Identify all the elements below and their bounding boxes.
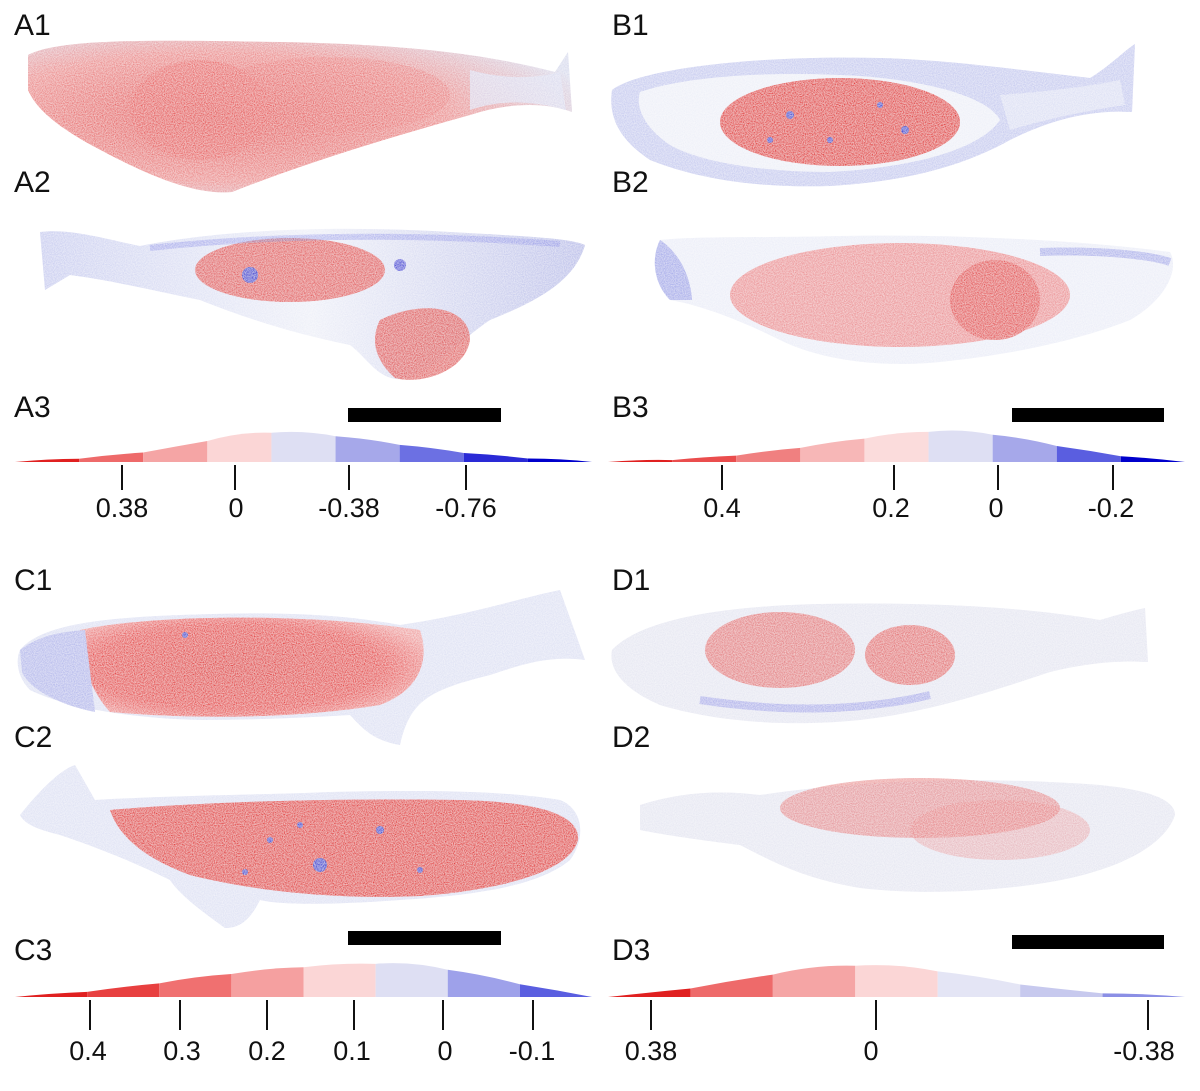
tick-label: 0.3 xyxy=(163,1036,201,1066)
scale-bar-c xyxy=(348,931,501,945)
panel-label-a1: A1 xyxy=(14,9,51,42)
render-b2 xyxy=(654,235,1174,364)
histogram-ticks-d: 0.38 0 -0.38 xyxy=(625,1000,1175,1066)
panel-label-c2: C2 xyxy=(14,721,52,754)
histogram-band xyxy=(800,438,865,462)
tick-label: -0.1 xyxy=(509,1036,556,1066)
render-c2 xyxy=(20,765,581,928)
scale-bar-a xyxy=(348,408,501,422)
tick-label: 0 xyxy=(437,1036,452,1066)
histogram-ticks-c: 0.4 0.3 0.2 0.1 0 -0.1 xyxy=(69,1000,555,1066)
histogram-band xyxy=(87,983,160,997)
histogram-band xyxy=(15,458,80,462)
tick-label: 0.1 xyxy=(333,1036,371,1066)
histogram-band xyxy=(855,965,938,997)
histogram-band xyxy=(143,441,208,462)
histogram-band xyxy=(672,455,737,462)
histogram-band xyxy=(231,967,304,997)
tick-label: 0 xyxy=(228,493,243,523)
tick-label: 0.2 xyxy=(872,493,910,523)
histogram-band xyxy=(1020,984,1103,997)
panel-a: A1 A2 A3 0.38 0 -0.38 -0.76 xyxy=(14,9,592,523)
panel-label-d2: D2 xyxy=(612,721,650,754)
render-a1 xyxy=(28,40,572,193)
histogram-band xyxy=(1056,446,1121,462)
histogram-band xyxy=(736,447,801,462)
histogram-band xyxy=(335,436,400,462)
panel-label-d3: D3 xyxy=(612,934,650,967)
histogram-band xyxy=(928,430,993,462)
histogram-c xyxy=(15,963,592,997)
tick-label: 0.2 xyxy=(248,1036,286,1066)
histogram-band xyxy=(447,969,520,997)
histogram-band xyxy=(608,459,673,462)
histogram-band xyxy=(303,963,376,997)
panel-d: D1 D2 D3 0.38 0 -0.38 xyxy=(608,564,1185,1066)
histogram-band xyxy=(864,431,929,462)
histogram-band xyxy=(519,984,592,997)
histogram-band xyxy=(1102,993,1185,997)
render-c1 xyxy=(17,590,585,745)
histogram-band xyxy=(375,963,448,997)
histogram-band xyxy=(159,974,232,997)
histogram-ticks-b: 0.4 0.2 0 -0.2 xyxy=(703,465,1134,523)
tick-label: 0.38 xyxy=(96,493,149,523)
render-d2 xyxy=(640,778,1175,892)
panel-label-b1: B1 xyxy=(612,9,649,42)
tick-label: 0 xyxy=(863,1036,878,1066)
histogram-band xyxy=(399,444,464,462)
panel-c: C1 C2 C3 0.4 0.3 0.2 0.1 0 -0.1 xyxy=(14,564,592,1066)
histogram-band xyxy=(207,432,272,462)
panel-label-c3: C3 xyxy=(14,934,52,967)
histogram-a xyxy=(15,431,592,462)
render-a2 xyxy=(40,228,585,380)
histogram-band xyxy=(1120,456,1185,462)
histogram-band xyxy=(271,431,336,462)
histogram-d xyxy=(608,965,1185,997)
histogram-band xyxy=(463,453,528,462)
histogram-band xyxy=(937,971,1021,997)
histogram-band xyxy=(690,974,773,997)
tick-label: 0.4 xyxy=(69,1036,107,1066)
scale-bar-d xyxy=(1012,935,1164,949)
histogram-ticks-a: 0.38 0 -0.38 -0.76 xyxy=(96,465,497,523)
render-d1 xyxy=(611,603,1148,724)
tick-label: -0.76 xyxy=(435,493,497,523)
render-b1 xyxy=(611,44,1135,187)
histogram-band xyxy=(992,434,1057,462)
tick-label: 0.38 xyxy=(625,1036,678,1066)
panel-label-b3: B3 xyxy=(612,391,649,424)
tick-label: -0.38 xyxy=(318,493,380,523)
histogram-b xyxy=(608,430,1185,462)
panel-label-d1: D1 xyxy=(612,564,650,597)
histogram-band xyxy=(608,988,691,997)
tick-label: 0.4 xyxy=(703,493,741,523)
panel-label-a2: A2 xyxy=(14,166,51,199)
panel-label-a3: A3 xyxy=(14,391,51,424)
histogram-band xyxy=(15,991,88,997)
panel-label-c1: C1 xyxy=(14,564,52,597)
panel-label-b2: B2 xyxy=(612,166,649,199)
histogram-band xyxy=(79,452,144,462)
histogram-band xyxy=(772,965,856,997)
scale-bar-b xyxy=(1012,408,1164,422)
tick-label: -0.2 xyxy=(1088,493,1135,523)
tick-label: 0 xyxy=(988,493,1003,523)
histogram-band xyxy=(527,458,592,462)
panel-b: B1 B2 B3 0.4 0.2 0 -0.2 xyxy=(608,9,1185,523)
tick-label: -0.38 xyxy=(1113,1036,1175,1066)
